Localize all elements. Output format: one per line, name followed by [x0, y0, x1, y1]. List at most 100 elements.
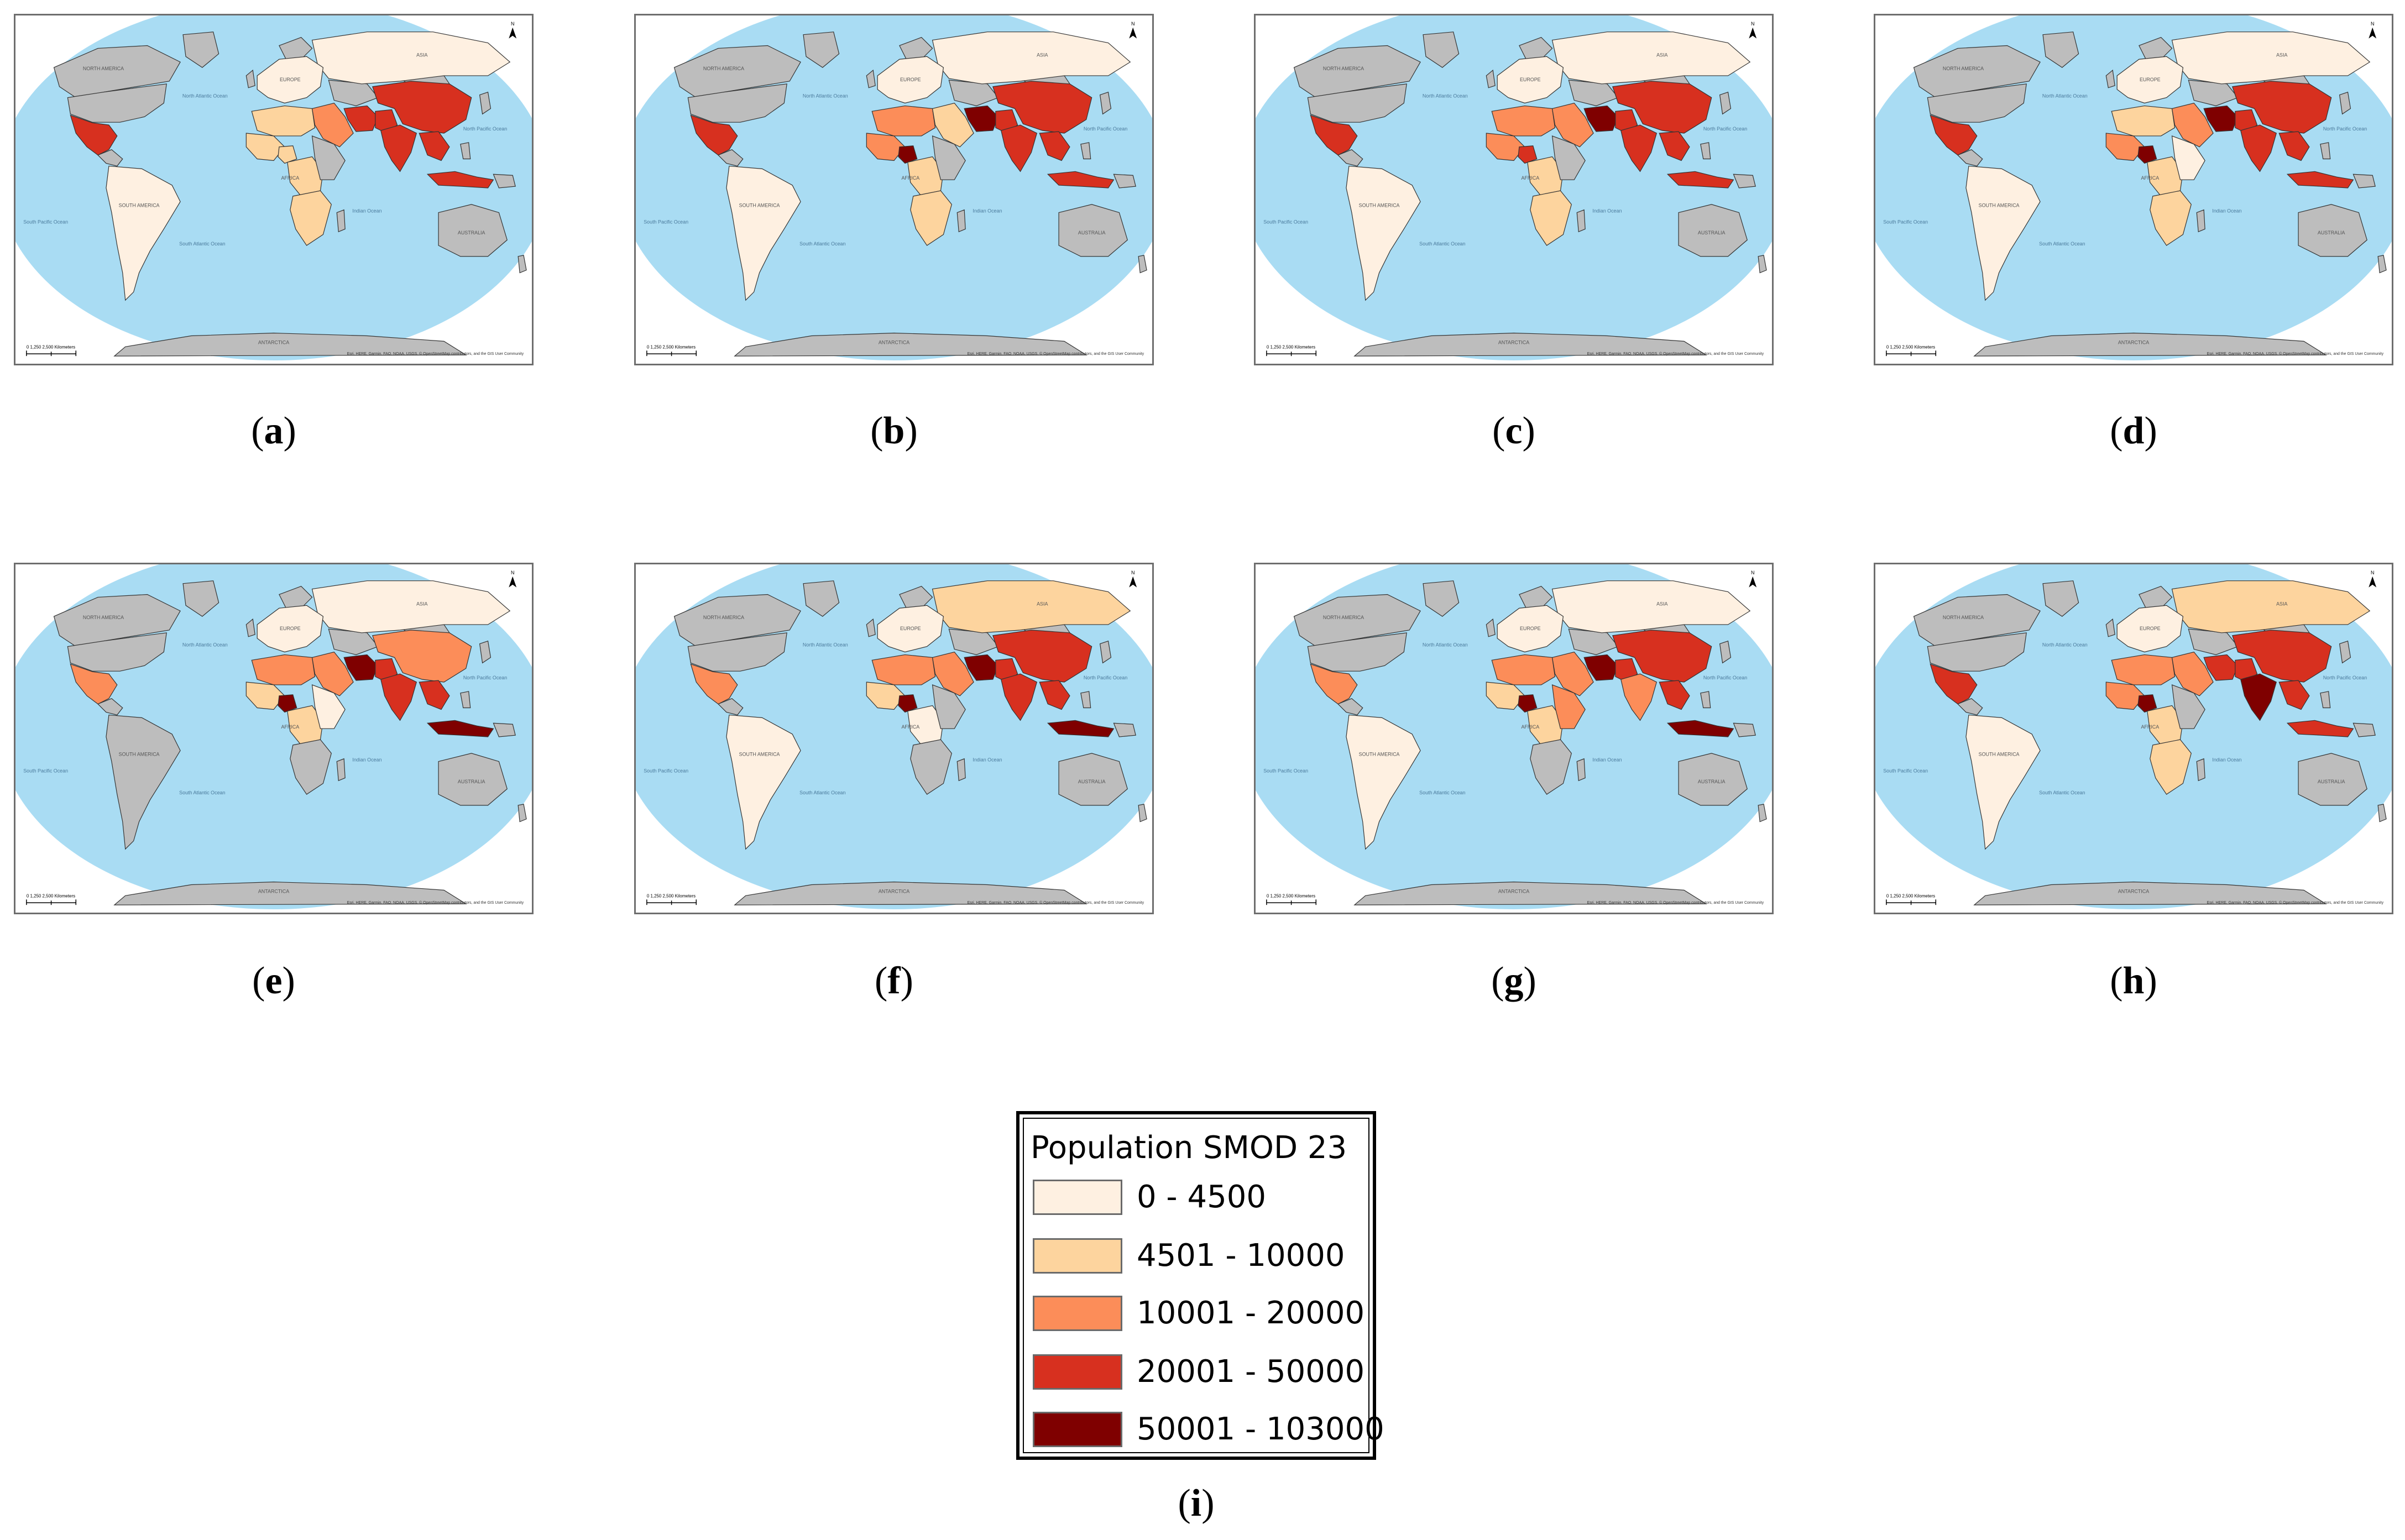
world-map: North Atlantic Ocean North Pacific Ocean S…: [1875, 564, 2392, 909]
panel-caption-letter: h: [2122, 960, 2145, 1002]
north-label: N: [511, 21, 514, 27]
country-india: [1001, 673, 1038, 721]
panel-caption-letter: b: [883, 410, 905, 452]
scale-label: 0 1,250 2,500 Kilometers: [1267, 893, 1315, 898]
country-japan: [1099, 91, 1112, 115]
country-nz: [517, 255, 527, 274]
country-nafr: [2111, 105, 2176, 137]
map-panel-g: North Atlantic Ocean North Pacific Ocean S…: [1254, 563, 1774, 914]
country-indo: [1666, 171, 1734, 188]
ocean-label: South Atlantic Ocean: [179, 241, 225, 247]
country-camer: [97, 149, 123, 167]
scale-label: 0 1,250 2,500 Kilometers: [1886, 893, 1935, 898]
region-label: AUSTRALIA: [1078, 779, 1106, 784]
north-label: N: [1131, 570, 1134, 575]
country-nz: [1138, 804, 1147, 823]
country-uk: [245, 69, 255, 88]
country-sam: [726, 165, 801, 301]
country-mex: [1310, 663, 1358, 705]
panel-caption-b: (b): [870, 410, 918, 452]
country-wafr: [1486, 133, 1525, 161]
country-sam: [106, 714, 181, 850]
region-label: AUSTRALIA: [458, 779, 485, 784]
scale-bar: [1266, 350, 1317, 357]
ocean-label: North Atlantic Ocean: [2042, 93, 2088, 99]
region-label: AUSTRALIA: [1078, 230, 1106, 235]
scale-bar: [26, 350, 77, 357]
scale-bar: [1266, 899, 1317, 905]
map-panel-h: North Atlantic Ocean North Pacific Ocean S…: [1874, 563, 2393, 914]
region-label: SOUTH AMERICA: [1359, 203, 1400, 208]
country-nz: [1758, 255, 1767, 274]
country-uk: [1486, 618, 1496, 637]
region-label: ASIA: [1656, 52, 1667, 57]
country-nigeria: [278, 694, 297, 713]
scale-label: 0 1,250 2,500 Kilometers: [647, 344, 696, 349]
ocean-label: South Pacific Ocean: [23, 219, 68, 224]
legend-frame: Population SMOD 23 0 - 4500 4501 - 10000 1…: [1023, 1118, 1384, 1453]
map-panel-b: North Atlantic Ocean North Pacific Ocean S…: [634, 14, 1154, 365]
ocean-label: North Atlantic Ocean: [2042, 642, 2088, 648]
region-label: NORTH AMERICA: [1943, 615, 1984, 620]
country-wafr: [2105, 133, 2145, 161]
country-eur: [257, 56, 324, 104]
country-canada: [673, 594, 801, 647]
country-nigeria: [898, 694, 918, 713]
country-png: [1733, 722, 1756, 737]
country-wafr: [866, 133, 906, 161]
ocean-label: South Pacific Ocean: [1263, 768, 1308, 773]
country-sam: [726, 714, 801, 850]
country-camer: [1337, 149, 1363, 167]
panel-caption-g: (g): [1491, 960, 1536, 1002]
panel-caption-c: (c): [1492, 410, 1535, 452]
country-china: [2232, 630, 2332, 683]
country-madag: [2196, 758, 2205, 782]
country-greenland: [1423, 32, 1460, 68]
ocean-label: Indian Ocean: [352, 757, 381, 763]
country-antarc: [734, 332, 1088, 357]
map-credit: Esri, HERE, Garmin, FAO, NOAA, USGS, © O…: [1587, 352, 1764, 356]
country-eur: [877, 56, 944, 104]
country-japan: [1719, 91, 1732, 115]
country-seasia: [1039, 131, 1070, 161]
country-phil: [1700, 142, 1711, 160]
north-label: N: [511, 570, 514, 575]
country-austr: [2298, 204, 2367, 257]
country-phil: [2320, 142, 2331, 160]
country-indo: [426, 171, 494, 188]
scale-label: 0 1,250 2,500 Kilometers: [647, 893, 696, 898]
region-label: SOUTH AMERICA: [1979, 203, 2020, 208]
country-japan: [2339, 640, 2351, 664]
country-nigeria: [278, 145, 297, 164]
country-russia: [311, 32, 511, 85]
region-label: ANTARCTICA: [879, 339, 909, 345]
panel-caption-a: (a): [251, 410, 296, 452]
country-iran: [343, 105, 379, 132]
country-mex: [1930, 114, 1978, 156]
country-russia: [2171, 32, 2371, 85]
country-austr: [1678, 753, 1748, 806]
region-label: ANTARCTICA: [2118, 888, 2149, 894]
ocean-label: South Atlantic Ocean: [799, 241, 845, 247]
country-png: [1113, 174, 1136, 188]
panel-caption-e: (e): [252, 960, 295, 1002]
region-label: NORTH AMERICA: [1323, 615, 1364, 620]
country-eur: [2116, 56, 2184, 104]
country-phil: [460, 691, 471, 709]
north-label: N: [1751, 570, 1754, 575]
legend: Population SMOD 23 0 - 4500 4501 - 10000 1…: [1016, 1111, 1384, 1460]
country-iran: [343, 654, 379, 681]
country-antarc: [1973, 332, 2327, 357]
country-wafr: [1486, 682, 1525, 710]
country-canada: [673, 45, 801, 98]
region-label: NORTH AMERICA: [83, 615, 124, 620]
region-label: ANTARCTICA: [258, 339, 289, 345]
scale-label: 0 1,250 2,500 Kilometers: [1267, 344, 1315, 349]
country-safr: [1530, 190, 1572, 246]
country-safr: [290, 739, 332, 795]
country-austr: [438, 753, 508, 806]
country-iran: [964, 105, 999, 132]
region-label: AUSTRALIA: [2318, 230, 2345, 235]
ocean-label: South Pacific Ocean: [1263, 219, 1308, 224]
panel-caption-letter: d: [2122, 410, 2145, 452]
